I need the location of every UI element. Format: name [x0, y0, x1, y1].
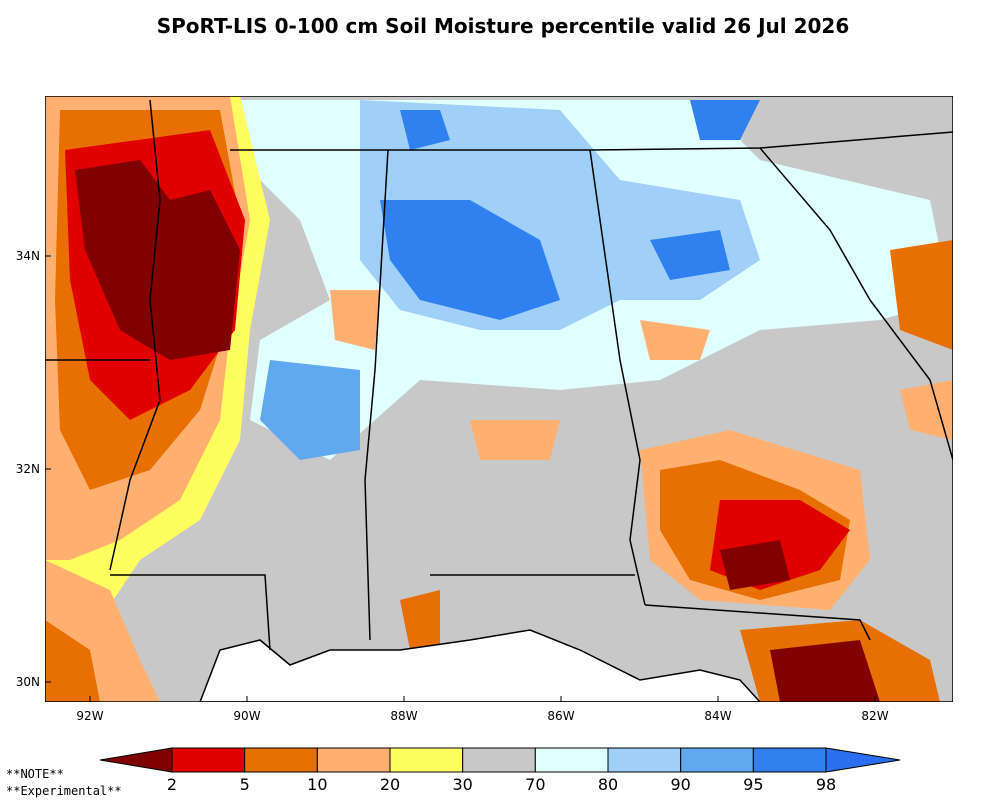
colorbar-label: 10 [307, 775, 327, 794]
colorbar-label: 30 [452, 775, 472, 794]
colorbar-box [389, 747, 464, 773]
x-tick-label: 90W [233, 709, 260, 723]
colorbar-label: 20 [380, 775, 400, 794]
y-tick-label: 34N [16, 249, 40, 263]
colorbar-box [534, 747, 609, 773]
colorbar-box [171, 747, 246, 773]
colorbar-label: 90 [670, 775, 690, 794]
map [45, 96, 953, 702]
colorbar-box [752, 747, 827, 773]
colorbar-end [99, 747, 173, 773]
x-axis: 92W 90W 88W 86W 84W 82W [76, 696, 889, 723]
colorbar-label: 2 [167, 775, 177, 794]
x-tick-label: 86W [547, 709, 574, 723]
y-axis: 34N 32N 30N [16, 249, 51, 689]
colorbar-box [680, 747, 754, 773]
title: SPoRT-LIS 0-100 cm Soil Moisture percent… [157, 14, 850, 38]
colorbar-label: 5 [240, 775, 250, 794]
x-tick-label: 88W [390, 709, 417, 723]
colorbar-box [462, 747, 536, 773]
y-tick-label: 32N [16, 462, 40, 476]
colorbar: 2 5 10 20 30 70 80 90 95 98 [99, 747, 901, 794]
colorbar-box [244, 747, 318, 773]
x-tick-label: 82W [861, 709, 888, 723]
colorbar-end [825, 747, 901, 773]
note: **NOTE** [6, 767, 64, 781]
colorbar-label: 95 [743, 775, 763, 794]
colorbar-box [607, 747, 682, 773]
x-tick-label: 92W [76, 709, 103, 723]
x-tick-label: 84W [704, 709, 731, 723]
colorbar-label: 80 [598, 775, 618, 794]
colorbar-label: 98 [816, 775, 836, 794]
note: **Experimental** [6, 784, 122, 798]
colorbar-label: 70 [525, 775, 545, 794]
colorbar-box [316, 747, 391, 773]
y-tick-label: 30N [16, 675, 40, 689]
